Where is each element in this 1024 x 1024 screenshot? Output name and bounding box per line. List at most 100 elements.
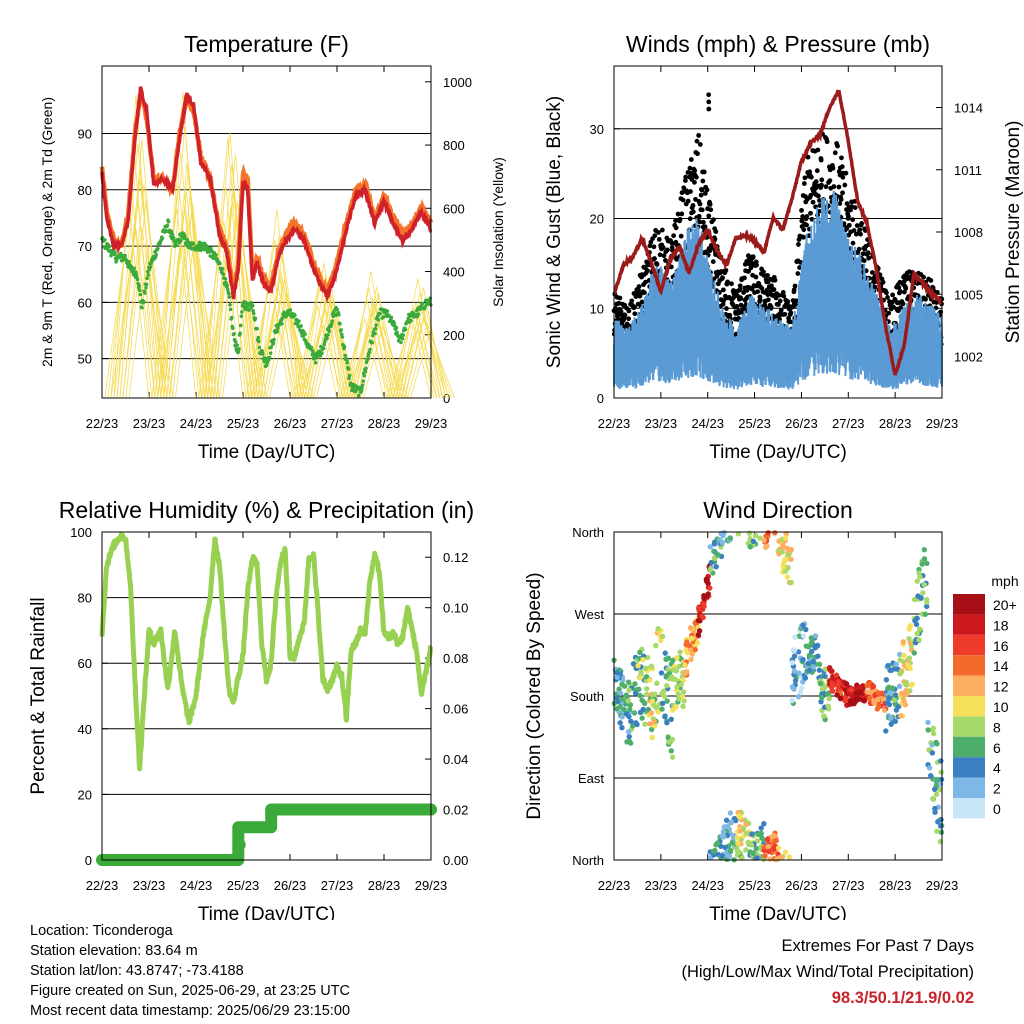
direction-point	[754, 855, 760, 861]
gust-point	[780, 290, 786, 295]
dewpoint-point	[343, 353, 347, 358]
gust-point	[647, 243, 653, 249]
solar-spike	[292, 305, 338, 399]
solar-spike	[251, 312, 296, 399]
direction-point	[920, 590, 926, 596]
dewpoint-point	[140, 305, 144, 310]
direction-point	[723, 817, 730, 823]
dewpoint-point	[149, 261, 153, 266]
direction-point	[876, 703, 882, 710]
dewpoint-point	[368, 347, 372, 352]
direction-point	[938, 758, 944, 764]
direction-point	[625, 679, 632, 685]
direction-point	[633, 720, 639, 726]
dewpoint-point	[338, 322, 342, 326]
dewpoint-point	[174, 243, 179, 248]
direction-point	[856, 689, 862, 695]
dewpoint-point	[376, 318, 381, 322]
gust-point	[852, 205, 858, 210]
y-tick-label: 70	[78, 239, 92, 254]
gust-point	[846, 222, 852, 228]
direction-point	[655, 626, 661, 632]
y-tick-label: 60	[78, 295, 92, 310]
dewpoint-point	[135, 277, 140, 282]
direction-point	[722, 844, 729, 851]
x-tick-label: 24/23	[180, 878, 213, 893]
direction-point	[893, 707, 900, 713]
plot-frame	[613, 531, 943, 861]
direction-point	[785, 548, 792, 554]
direction-point	[624, 739, 630, 745]
direction-point	[806, 652, 813, 658]
solar-spike	[345, 287, 391, 399]
x-tick-label: 23/23	[133, 878, 166, 893]
direction-point	[902, 681, 909, 687]
solar-spike	[160, 91, 206, 399]
direction-point	[625, 729, 632, 735]
dewpoint-point	[370, 340, 374, 345]
y-tick-label: North	[572, 525, 604, 540]
gust-point	[629, 298, 635, 304]
y-tick-label: 0	[85, 853, 92, 868]
y2-tick-label: 1005	[954, 287, 983, 302]
data-timestamp: Most recent data timestamp: 2025/06/29 2…	[30, 1003, 351, 1019]
humidity-panel: Relative Humidity (%) & Precipitation (i…	[28, 497, 474, 920]
direction-point	[678, 681, 684, 688]
direction-point	[881, 707, 888, 713]
direction-point	[753, 845, 759, 852]
gust-point	[618, 309, 624, 314]
y2-tick-label: 800	[443, 138, 465, 153]
direction-point	[802, 675, 809, 681]
gust-point	[683, 174, 689, 180]
dewpoint-point	[239, 314, 244, 319]
x-tick-label: 24/23	[691, 878, 724, 893]
dewpoint-point	[303, 332, 307, 337]
direction-point	[721, 834, 727, 840]
gust-point	[832, 150, 838, 156]
gust-point	[687, 216, 693, 222]
solar-spike	[304, 274, 350, 399]
direction-point	[695, 617, 702, 624]
gust-point	[708, 207, 714, 213]
gust-point	[799, 208, 804, 213]
y2-tick-label: 0.08	[443, 651, 468, 666]
dewpoint-point	[260, 352, 265, 356]
dewpoint-point	[360, 386, 364, 391]
gust-point	[768, 304, 774, 310]
gust-point	[714, 273, 720, 279]
gust-point	[810, 199, 816, 205]
gust-point	[769, 283, 774, 289]
dewpoint-point	[160, 236, 165, 241]
precip-point	[233, 838, 246, 851]
direction-point	[792, 677, 799, 684]
station-info: Location: Ticonderoga Station elevation:…	[30, 921, 350, 1021]
direction-point	[747, 841, 753, 847]
direction-point	[699, 613, 705, 620]
direction-point	[785, 565, 791, 571]
dewpoint-point	[347, 376, 351, 381]
x-tick-label: 29/23	[415, 416, 448, 431]
solar-spike	[301, 263, 347, 399]
direction-point	[648, 663, 655, 669]
dewpoint-point	[337, 312, 341, 317]
direction-point	[921, 556, 928, 562]
dewpoint-point	[238, 331, 242, 336]
dewpoint-point	[113, 250, 117, 255]
direction-point	[676, 696, 682, 702]
y-tick-label: 80	[78, 591, 92, 606]
direction-point	[708, 559, 714, 566]
direction-point	[631, 710, 638, 716]
direction-point	[888, 715, 894, 721]
direction-point	[938, 769, 944, 775]
solar-spike	[210, 193, 255, 399]
solar-spike	[254, 209, 300, 399]
direction-point	[659, 700, 666, 707]
solar-spike	[395, 278, 441, 399]
humidity-ylabel: Percent & Total Rainfall	[28, 597, 49, 794]
dewpoint-point	[141, 299, 146, 304]
direction-point	[933, 791, 940, 797]
dewpoint-point	[154, 253, 158, 257]
gust-point	[830, 165, 836, 171]
direction-point	[796, 633, 802, 639]
gust-point	[617, 295, 623, 301]
